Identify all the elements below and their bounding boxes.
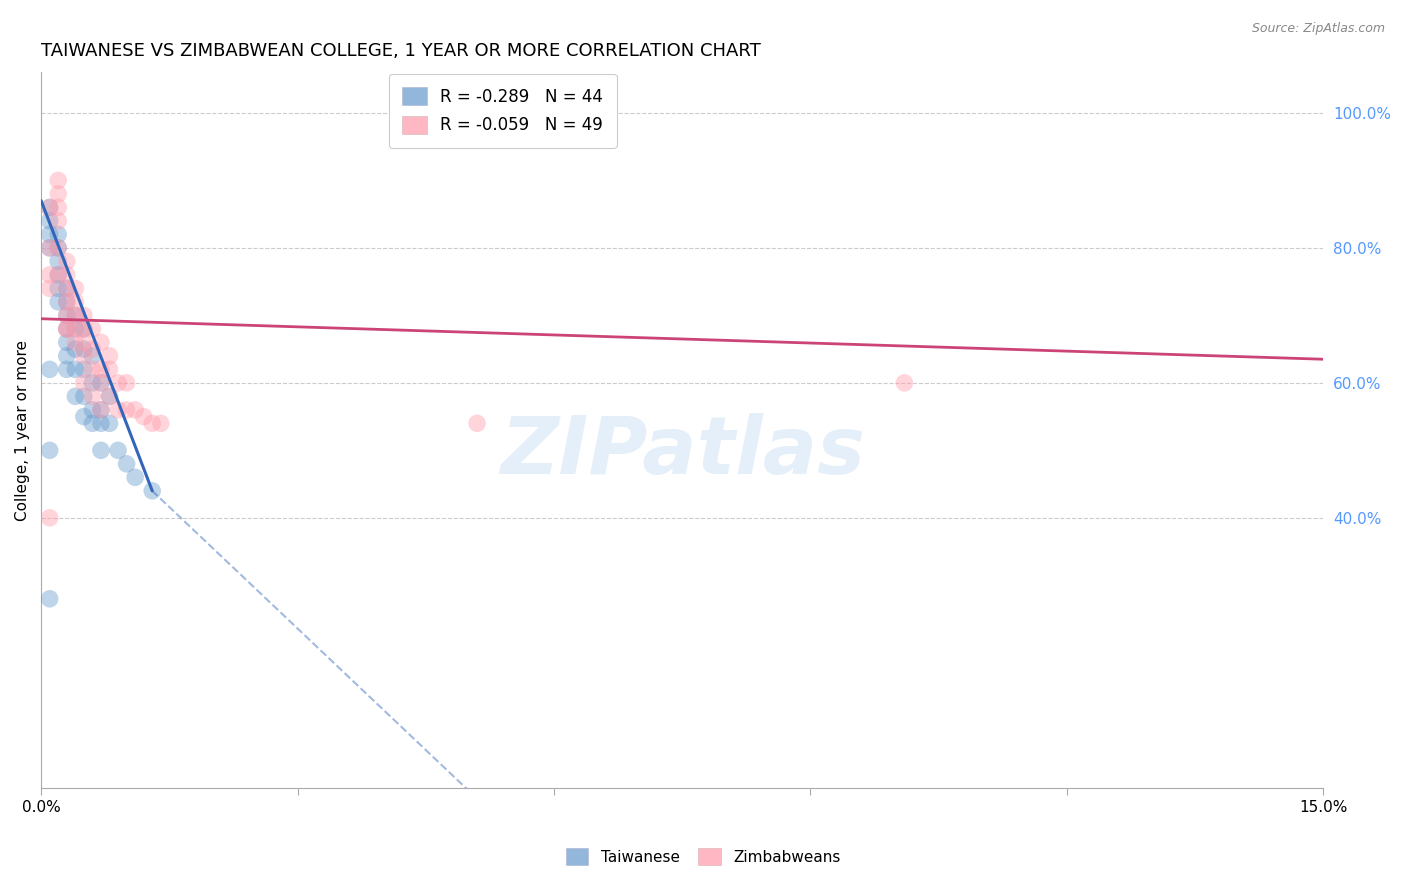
Point xyxy=(115,376,138,390)
Point xyxy=(46,186,69,201)
Point xyxy=(46,201,69,215)
Point xyxy=(73,322,96,336)
Point xyxy=(38,241,60,255)
Point xyxy=(55,294,77,309)
Point xyxy=(65,309,87,323)
Y-axis label: College, 1 year or more: College, 1 year or more xyxy=(15,340,30,521)
Point xyxy=(90,443,112,458)
Text: ZIPatlas: ZIPatlas xyxy=(499,413,865,491)
Point xyxy=(38,511,60,525)
Text: TAIWANESE VS ZIMBABWEAN COLLEGE, 1 YEAR OR MORE CORRELATION CHART: TAIWANESE VS ZIMBABWEAN COLLEGE, 1 YEAR … xyxy=(41,42,761,60)
Point xyxy=(82,417,104,431)
Point xyxy=(132,409,155,424)
Point xyxy=(90,402,112,417)
Point xyxy=(38,201,60,215)
Point xyxy=(107,376,129,390)
Point xyxy=(38,591,60,606)
Point xyxy=(82,342,104,356)
Point xyxy=(65,322,87,336)
Point xyxy=(73,389,96,403)
Point xyxy=(124,470,146,484)
Point xyxy=(73,309,96,323)
Point xyxy=(55,281,77,295)
Point xyxy=(82,322,104,336)
Point xyxy=(38,362,60,376)
Point xyxy=(90,376,112,390)
Point xyxy=(73,322,96,336)
Point xyxy=(98,417,121,431)
Point xyxy=(465,417,488,431)
Point xyxy=(46,254,69,268)
Point xyxy=(82,389,104,403)
Point xyxy=(65,281,87,295)
Point xyxy=(90,376,112,390)
Point xyxy=(46,268,69,282)
Point xyxy=(65,309,87,323)
Point xyxy=(65,335,87,350)
Point xyxy=(46,214,69,228)
Point xyxy=(98,389,121,403)
Point xyxy=(38,268,60,282)
Point xyxy=(893,376,915,390)
Point xyxy=(55,281,77,295)
Point xyxy=(73,409,96,424)
Point xyxy=(82,402,104,417)
Point xyxy=(55,268,77,282)
Point xyxy=(46,241,69,255)
Point xyxy=(55,309,77,323)
Point xyxy=(115,457,138,471)
Point xyxy=(65,294,87,309)
Point xyxy=(82,376,104,390)
Point xyxy=(98,389,121,403)
Point xyxy=(141,483,163,498)
Point xyxy=(46,294,69,309)
Point xyxy=(98,349,121,363)
Legend: R = -0.289   N = 44, R = -0.059   N = 49: R = -0.289 N = 44, R = -0.059 N = 49 xyxy=(388,74,617,147)
Point xyxy=(73,342,96,356)
Point xyxy=(65,322,87,336)
Point xyxy=(73,349,96,363)
Point xyxy=(82,349,104,363)
Point xyxy=(46,173,69,187)
Point xyxy=(55,309,77,323)
Point xyxy=(90,335,112,350)
Point xyxy=(46,268,69,282)
Point xyxy=(55,294,77,309)
Point xyxy=(73,376,96,390)
Text: Source: ZipAtlas.com: Source: ZipAtlas.com xyxy=(1251,22,1385,36)
Point xyxy=(38,281,60,295)
Point xyxy=(38,201,60,215)
Point xyxy=(55,322,77,336)
Point xyxy=(38,443,60,458)
Point xyxy=(90,402,112,417)
Point xyxy=(55,254,77,268)
Point xyxy=(65,389,87,403)
Legend: Taiwanese, Zimbabweans: Taiwanese, Zimbabweans xyxy=(560,842,846,871)
Point xyxy=(107,402,129,417)
Point xyxy=(90,417,112,431)
Point xyxy=(115,402,138,417)
Point xyxy=(38,241,60,255)
Point xyxy=(82,362,104,376)
Point xyxy=(38,227,60,242)
Point xyxy=(65,342,87,356)
Point xyxy=(73,335,96,350)
Point xyxy=(141,417,163,431)
Point xyxy=(90,362,112,376)
Point xyxy=(38,214,60,228)
Point xyxy=(149,417,172,431)
Point xyxy=(55,362,77,376)
Point xyxy=(98,362,121,376)
Point xyxy=(124,402,146,417)
Point xyxy=(55,322,77,336)
Point xyxy=(107,443,129,458)
Point xyxy=(55,335,77,350)
Point xyxy=(46,281,69,295)
Point xyxy=(46,241,69,255)
Point xyxy=(55,322,77,336)
Point xyxy=(55,349,77,363)
Point xyxy=(65,362,87,376)
Point xyxy=(73,362,96,376)
Point xyxy=(46,227,69,242)
